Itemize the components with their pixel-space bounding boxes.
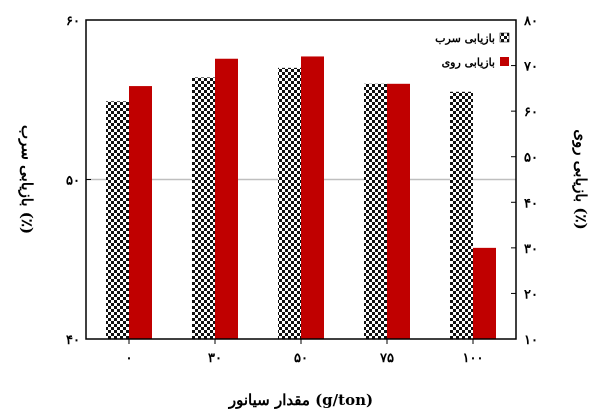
x-tick-label: ۷۵ (379, 351, 394, 366)
y-right-tick-label: ۴۰ (524, 196, 538, 211)
bar-lead (278, 67, 301, 339)
y-right-tick-label: ۵۰ (524, 151, 538, 166)
x-tick-label: ۳۰ (208, 351, 222, 366)
y-left-axis-label: بازیابی سرب (٪) (18, 125, 36, 234)
bar-zinc (473, 247, 496, 339)
y-right-tick-label: ۷۰ (523, 60, 538, 75)
x-axis-label: مقدار سیانور (g/ton) (228, 391, 373, 409)
bar-lead (364, 83, 387, 339)
legend-label-zinc: بازیابی روی (442, 56, 495, 69)
legend-label-lead: بازیابی سرب (435, 32, 495, 45)
bar-zinc (215, 58, 238, 339)
bar-zinc (301, 56, 324, 339)
bar-lead (106, 101, 129, 339)
bar-lead (192, 77, 215, 340)
y-right-tick-label: ۳۰ (524, 242, 538, 257)
y-left-tick-label: ۵۰ (66, 174, 80, 189)
legend-swatch-lead (499, 32, 510, 43)
x-tick-label: ۰ (126, 351, 133, 366)
y-right-tick-label: ۸۰ (523, 14, 538, 29)
y-left-tick-label: ۶۰ (66, 14, 80, 29)
y-right-tick-label: ۶۰ (524, 105, 538, 120)
legend-swatch-zinc (500, 57, 509, 66)
y-right-tick-label: ۲۰ (524, 287, 538, 302)
x-tick-label: ۵۰ (294, 351, 308, 366)
bar-lead (450, 91, 473, 340)
bar-zinc (387, 83, 410, 339)
bar-zinc (129, 86, 152, 339)
y-right-axis-label: بازیابی روی (٪) (572, 129, 590, 229)
y-right-tick-label: ۱۰ (524, 333, 538, 348)
x-tick-label: ۱۰۰ (463, 351, 484, 366)
y-left-tick-label: ۴۰ (66, 333, 80, 348)
